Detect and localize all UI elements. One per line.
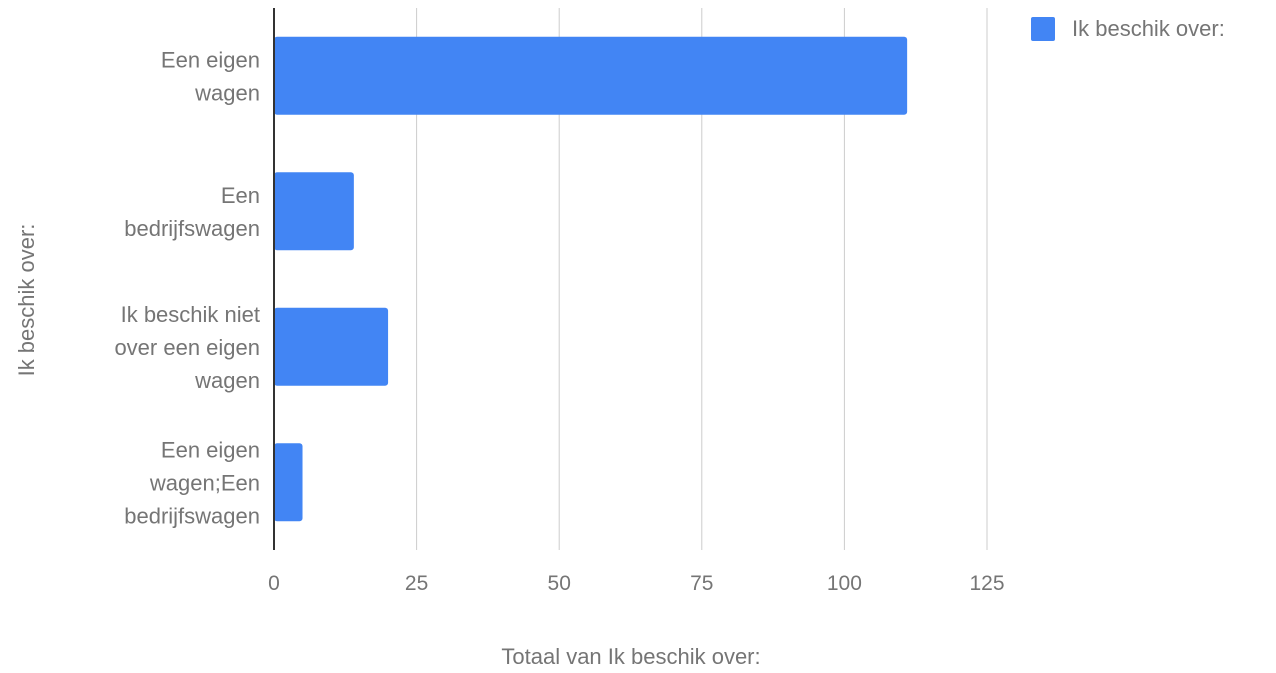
category-labels: Een eigen wagen Een bedrijfswagen Ik beschik… — [114, 47, 260, 528]
y-axis-title: Ik beschik over: — [14, 224, 39, 377]
x-axis-ticks: 0 25 50 75 100 125 — [268, 572, 1004, 595]
legend[interactable]: Ik beschik over: — [1031, 16, 1225, 41]
category-label: Ik beschik niet over een eigen wagen — [114, 302, 260, 393]
bar[interactable] — [274, 307, 389, 386]
bar[interactable] — [274, 172, 354, 251]
category-label: Een eigen wagen;Een bedrijfswagen — [124, 437, 260, 528]
legend-swatch — [1031, 17, 1055, 41]
x-tick-label: 25 — [405, 572, 428, 595]
x-tick-label: 75 — [690, 572, 713, 595]
x-tick-label: 125 — [969, 572, 1004, 595]
bars — [274, 36, 908, 522]
bar[interactable] — [274, 36, 908, 115]
bar[interactable] — [274, 443, 303, 522]
x-tick-label: 50 — [548, 572, 571, 595]
x-tick-label: 0 — [268, 572, 280, 595]
x-axis-title: Totaal van Ik beschik over: — [501, 644, 760, 669]
x-tick-label: 100 — [827, 572, 862, 595]
category-label: Een eigen wagen — [161, 47, 260, 105]
legend-label: Ik beschik over: — [1072, 16, 1225, 41]
category-label: Een bedrijfswagen — [124, 183, 260, 241]
